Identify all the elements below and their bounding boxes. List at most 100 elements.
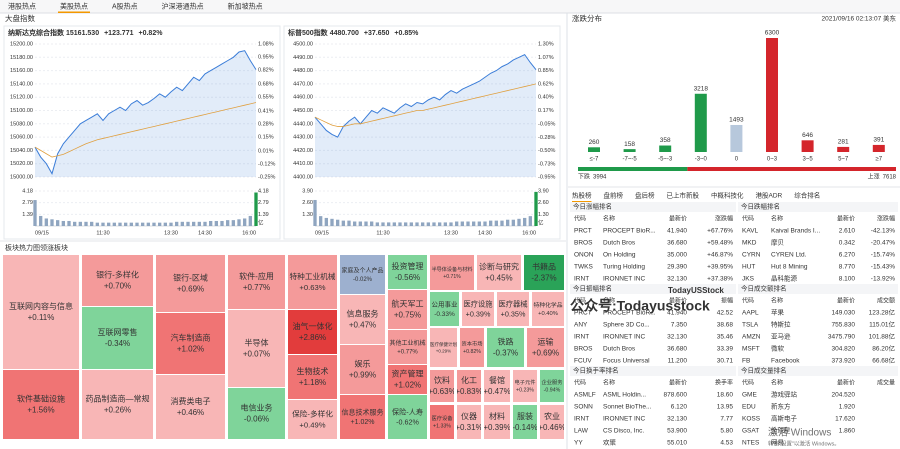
- heatmap-value: +0.63%: [428, 387, 455, 396]
- price-line: [34, 50, 257, 175]
- volume-bar: [146, 222, 150, 226]
- volume-bar: [511, 219, 515, 226]
- tab[interactable]: 新加坡热点: [228, 1, 263, 10]
- volume-bar: [95, 222, 99, 226]
- table-cell: -15.43%: [871, 264, 895, 271]
- heatmap-cell: 航天军工 +0.75%: [388, 290, 427, 329]
- y-tick-label: 4420.00: [293, 148, 313, 154]
- heatmap-cell: 软件-应用 +0.77%: [228, 255, 285, 309]
- table-header: 名称: [603, 379, 615, 387]
- volume-bar: [364, 221, 368, 226]
- volume-bar: [517, 218, 521, 226]
- volume-bar: [158, 222, 162, 226]
- table-header: 最新价: [837, 215, 855, 223]
- table-cell: IRONNET INC: [603, 416, 645, 423]
- rank-tab[interactable]: 港股ADR: [756, 191, 783, 200]
- table-title: 今日成交量排名: [741, 366, 787, 375]
- table-cell: 36.680: [667, 240, 687, 247]
- table-cell: Dutch Bros: [603, 346, 636, 353]
- volume-bar: [489, 220, 493, 226]
- heatmap-value: +0.35%: [501, 309, 526, 318]
- table-cell: 66.68亿: [872, 356, 895, 365]
- heatmap-cell: 互联网零售 -0.34%: [82, 307, 153, 369]
- heatmap-name: 材料: [489, 411, 505, 421]
- heatmap-name: 汽车制造商: [171, 333, 211, 343]
- table-header: 涨跌幅: [715, 215, 733, 223]
- volume-bar: [404, 222, 408, 226]
- table-cell: IRONNET INC: [603, 334, 645, 341]
- table-header: 名称: [603, 297, 615, 305]
- rank-tab[interactable]: 盘后榜: [635, 191, 655, 200]
- dist-value: 158: [624, 141, 635, 148]
- heatmap-value: +1.56%: [27, 406, 54, 415]
- y-tick-label: 15140.00: [10, 81, 33, 87]
- tab[interactable]: 港股热点: [8, 1, 36, 10]
- table-cell: 55.010: [667, 440, 687, 447]
- heatmap-name: 家庭及个人产品: [341, 266, 383, 274]
- volume-bar: [466, 221, 470, 226]
- heatmap-value: +0.49%: [299, 420, 325, 429]
- heatmap-rect: [430, 255, 474, 290]
- rank-tab[interactable]: 热股榜: [572, 191, 592, 200]
- rank-tab[interactable]: 中概科技化: [711, 191, 744, 200]
- dist-value: 3218: [694, 85, 709, 92]
- table-cell: 游戏驿站: [771, 390, 798, 399]
- heatmap-cell: 半导体 +0.07%: [228, 310, 285, 387]
- volume-bar: [33, 200, 37, 226]
- volume-bar: [56, 220, 60, 226]
- dist-value: 391: [873, 137, 884, 144]
- breadth-up: [687, 167, 896, 171]
- table-header: 换手率: [715, 379, 733, 387]
- table-title-bg: [738, 284, 898, 294]
- dist-value: 358: [660, 137, 671, 144]
- heatmap-value: +0.07%: [243, 350, 270, 359]
- heatmap-value: -0.34%: [105, 339, 130, 348]
- volume-bar: [506, 219, 510, 226]
- heatmap-rect: [460, 328, 484, 367]
- heatmap-rect: [388, 290, 427, 329]
- y-tick-label: 15020.00: [10, 161, 33, 167]
- heatmap-name: 投资管理: [392, 261, 424, 271]
- table-cell: PROCEPT BioR...: [603, 310, 656, 317]
- table-header: 最新价: [837, 297, 855, 305]
- table-cell: 微软: [771, 344, 785, 353]
- heatmap-cell: 信息技术服务 +1.02%: [340, 395, 385, 439]
- chart-frame: [3, 25, 281, 240]
- table-cell: On Holding: [603, 252, 636, 259]
- tab[interactable]: A股热点: [112, 1, 138, 10]
- heatmap-value: -0.62%: [396, 417, 419, 426]
- tab[interactable]: 美股热点: [60, 1, 88, 10]
- y2-tick-label: 0.17%: [538, 108, 554, 114]
- table-title-bg: [570, 366, 736, 376]
- heatmap-name: 软件-应用: [239, 271, 274, 281]
- table-cell: -15.74%: [871, 252, 895, 259]
- heatmap-rect: [487, 328, 524, 367]
- y2-tick-label: -0.05%: [538, 121, 556, 127]
- vol-tick-label: 1.39: [22, 212, 33, 218]
- volume-bar: [169, 222, 173, 226]
- y-tick-label: 4470.00: [293, 81, 313, 87]
- y2-tick-label: 0.55%: [258, 94, 274, 100]
- tab[interactable]: 沪深港通热点: [162, 1, 204, 10]
- table-cell: BROS: [574, 346, 593, 353]
- vol-unit: 亿: [258, 218, 264, 226]
- table-cell: YY: [574, 440, 583, 447]
- heatmap-cell: 饮料 +0.63%: [428, 370, 455, 402]
- rank-tab[interactable]: 已上市新股: [667, 191, 700, 200]
- heatmap-tab[interactable]: 领涨板块: [40, 243, 68, 252]
- heatmap-rect: [513, 370, 537, 402]
- table-cell: MSFT: [742, 346, 760, 353]
- volume-bar: [84, 221, 88, 226]
- quote: +0.82%: [139, 30, 164, 37]
- table-cell: 2.610: [839, 228, 856, 235]
- heatmap-rect: [340, 395, 385, 439]
- heatmap-tab[interactable]: 板块热力图: [5, 243, 40, 252]
- vol-tick-label: 3.90: [302, 188, 313, 194]
- rank-tab[interactable]: 综合排名: [794, 191, 820, 200]
- table-cell: 204.520: [832, 392, 856, 399]
- heatmap-value: +0.47%: [349, 321, 376, 330]
- table-header: 代码: [574, 297, 586, 305]
- y2-tick-label: 1.08%: [258, 41, 274, 47]
- rank-tab[interactable]: 盘前榜: [604, 191, 624, 200]
